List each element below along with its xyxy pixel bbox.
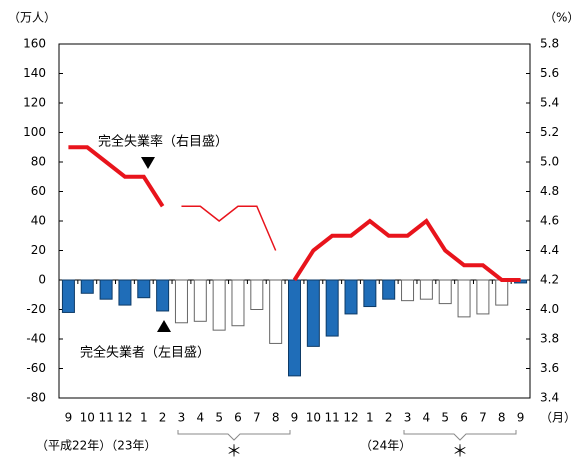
brace bbox=[177, 430, 291, 441]
note-mark: ＊ bbox=[452, 442, 468, 457]
y-tick-label: 80 bbox=[31, 155, 46, 169]
y2-tick-label: 3.4 bbox=[540, 391, 559, 405]
x-tick-label: 1 bbox=[366, 411, 374, 425]
x-tick-label: 8 bbox=[498, 411, 506, 425]
unemployed-label: 完全失業者（左目盛） bbox=[80, 345, 210, 361]
y2-tick-label: 4.2 bbox=[540, 273, 559, 287]
arrow-up bbox=[157, 320, 171, 332]
y-tick-label: -80 bbox=[26, 391, 46, 405]
x-tick-label: 9 bbox=[291, 411, 299, 425]
x-tick-label: 3 bbox=[404, 411, 412, 425]
y-tick-label: 20 bbox=[31, 243, 46, 257]
x-tick-label: 10 bbox=[80, 411, 95, 425]
y2-tick-label: 3.6 bbox=[540, 361, 559, 375]
bar bbox=[419, 279, 433, 300]
y2-tick-label: 4.6 bbox=[540, 214, 559, 228]
bar bbox=[401, 279, 415, 302]
brace bbox=[403, 430, 517, 441]
x-tick-label: 12 bbox=[117, 411, 132, 425]
bar bbox=[212, 279, 226, 331]
y2-tick-label: 3.8 bbox=[540, 332, 559, 346]
bar bbox=[363, 279, 377, 308]
x-tick-label: 5 bbox=[215, 411, 223, 425]
x-tick-label: 7 bbox=[479, 411, 487, 425]
y-tick-label: 100 bbox=[23, 125, 46, 139]
x-tick-label: 5 bbox=[441, 411, 449, 425]
bar bbox=[250, 279, 264, 310]
y2-unit: （%） bbox=[544, 11, 579, 25]
y-tick-label: -40 bbox=[26, 332, 46, 346]
y-tick-label: -20 bbox=[26, 302, 46, 316]
note-mark: ＊ bbox=[226, 442, 242, 457]
y2-tick-label: 5.2 bbox=[540, 125, 559, 139]
y-tick-label: 140 bbox=[23, 66, 46, 80]
x-tick-label: 4 bbox=[196, 411, 204, 425]
x-tick-label: 10 bbox=[306, 411, 321, 425]
x-unit: （月） bbox=[540, 411, 576, 425]
rate-label: 完全失業率（右目盛） bbox=[98, 134, 228, 150]
year-label: （平成22年）（23年） bbox=[36, 439, 157, 453]
bar bbox=[306, 279, 320, 347]
y2-tick-label: 4.8 bbox=[540, 184, 559, 198]
x-tick-label: 2 bbox=[159, 411, 167, 425]
x-tick-label: 11 bbox=[98, 411, 113, 425]
x-tick-label: 6 bbox=[460, 411, 468, 425]
bar bbox=[118, 279, 132, 306]
y2-tick-label: 5.8 bbox=[540, 37, 559, 51]
line bbox=[68, 145, 521, 282]
y2-tick-label: 5.4 bbox=[540, 96, 559, 110]
y2-tick-label: 4.4 bbox=[540, 243, 559, 257]
bar bbox=[495, 279, 509, 306]
bar bbox=[174, 279, 188, 324]
bar bbox=[457, 279, 471, 318]
x-tick-label: 9 bbox=[517, 411, 525, 425]
x-tick-label: 11 bbox=[325, 411, 340, 425]
y-tick-label: 40 bbox=[31, 214, 46, 228]
bar bbox=[61, 279, 75, 313]
bar bbox=[193, 279, 207, 322]
y-tick-label: -60 bbox=[26, 361, 46, 375]
x-tick-label: 6 bbox=[234, 411, 242, 425]
x-tick-label: 2 bbox=[385, 411, 393, 425]
x-tick-label: 4 bbox=[423, 411, 431, 425]
bar bbox=[288, 279, 301, 377]
year-label: （24年） bbox=[360, 439, 411, 453]
y-tick-label: 60 bbox=[31, 184, 46, 198]
bar bbox=[476, 279, 490, 315]
y2-tick-label: 5.6 bbox=[540, 66, 559, 80]
y-unit: （万人） bbox=[8, 11, 56, 25]
y-tick-label: 160 bbox=[23, 37, 46, 51]
x-tick-label: 9 bbox=[65, 411, 73, 425]
bar bbox=[137, 279, 151, 299]
x-tick-label: 7 bbox=[253, 411, 261, 425]
bar bbox=[325, 279, 339, 337]
x-tick-label: 1 bbox=[140, 411, 148, 425]
arrow-down bbox=[141, 157, 155, 169]
y-tick-label: 120 bbox=[23, 96, 46, 110]
bar bbox=[382, 279, 396, 300]
bar bbox=[269, 279, 283, 344]
bar bbox=[99, 279, 113, 300]
bar bbox=[231, 279, 245, 327]
bar bbox=[438, 279, 452, 305]
x-tick-label: 8 bbox=[272, 411, 280, 425]
y2-tick-label: 4.0 bbox=[540, 302, 559, 316]
y2-tick-label: 5.0 bbox=[540, 155, 559, 169]
x-tick-label: 12 bbox=[343, 411, 358, 425]
y-tick-label: 0 bbox=[38, 273, 46, 287]
bar bbox=[156, 279, 170, 312]
line bbox=[181, 205, 277, 251]
x-tick-label: 3 bbox=[178, 411, 186, 425]
bar bbox=[80, 279, 94, 294]
bar bbox=[344, 279, 358, 315]
